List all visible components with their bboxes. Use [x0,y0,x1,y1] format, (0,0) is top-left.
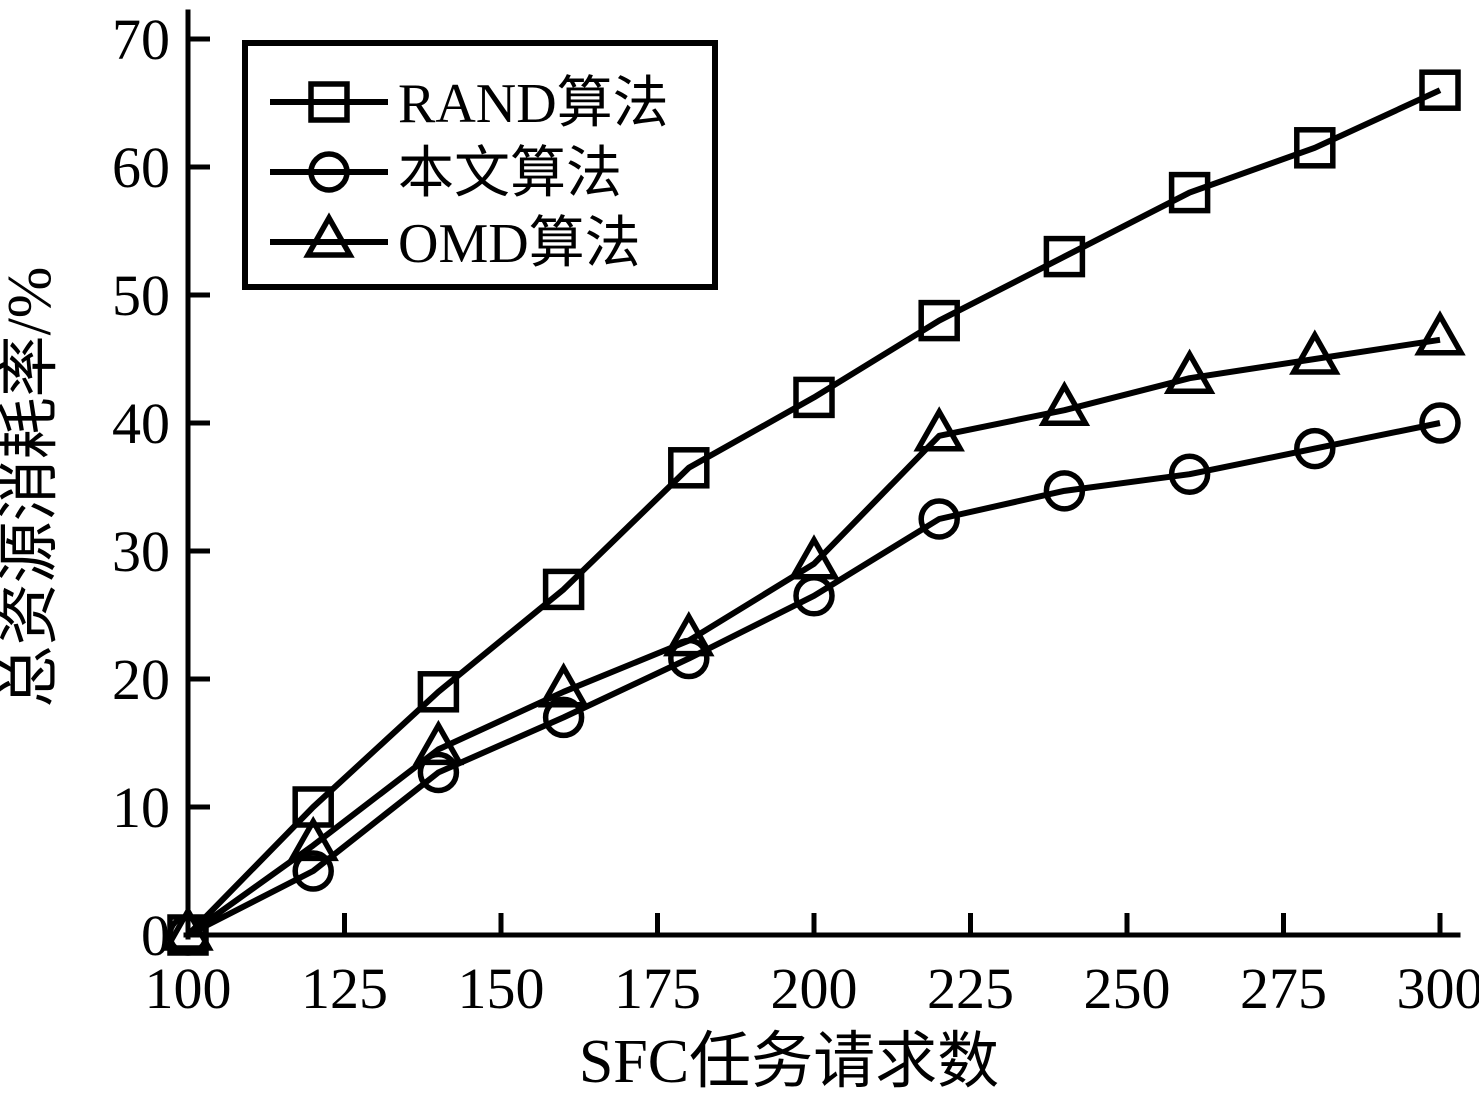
y-tick-label: 0 [141,903,170,968]
triangle-marker [537,662,590,708]
legend-label: 本文算法 [398,143,622,205]
x-tick-label: 100 [145,956,232,1021]
triangle-marker [788,534,840,580]
y-axis-title: 总资源消耗率/% [0,267,64,708]
triangle-marker [1414,310,1466,356]
y-tick-label: 40 [112,391,170,456]
legend-item: RAND算法 [270,73,669,135]
square-marker [542,568,585,611]
triangle-marker [913,406,965,452]
circle-marker [1168,453,1211,495]
x-tick-label: 150 [458,956,545,1021]
circle-marker [292,850,334,892]
triangle-marker [412,719,465,766]
series-line-square [185,87,1442,938]
legend-label: RAND算法 [398,73,669,135]
series-line-circle [186,420,1441,938]
axes: 100 125 150 175 200 225 250 275 300 0 10 20 30 40 50 60… [112,7,1479,1021]
y-tick-label: 50 [112,263,170,328]
y-tick-label: 10 [112,775,170,840]
triangle-marker [1163,348,1216,394]
x-tick-label: 225 [927,956,1014,1021]
x-tick-label: 200 [771,956,858,1021]
legend-item: OMD算法 [270,212,641,275]
triangle-marker [1289,329,1341,375]
square-marker [417,671,460,713]
x-tick-label: 250 [1084,956,1171,1021]
y-tick-label: 60 [112,135,170,200]
square-marker [308,81,350,123]
triangle-marker [162,905,214,951]
x-tick-label: 175 [614,956,701,1021]
data-series [162,69,1466,956]
circle-marker [308,151,350,193]
circle-marker [542,696,585,739]
circle-marker [1294,427,1336,470]
circle-marker [918,498,960,540]
y-tick-label: 70 [112,7,170,72]
circle-marker [417,751,460,794]
square-marker [668,447,710,489]
circle-marker [167,914,209,956]
square-marker [793,376,835,419]
circle-marker [1419,402,1461,444]
triangle-marker [663,611,715,657]
x-tick-label: 125 [301,956,388,1021]
y-tick-label: 20 [112,647,170,712]
triangle-marker [1038,380,1091,426]
square-marker [918,299,960,342]
circle-marker [1043,470,1086,512]
y-tick-label: 30 [112,519,170,584]
series-line-triangle [186,336,1441,938]
legend-item: 本文算法 [270,143,622,205]
x-tick-label: 300 [1397,956,1479,1021]
square-marker [1043,235,1086,278]
x-tick-label: 275 [1240,956,1327,1021]
x-axis-title: SFC任务请求数 [579,1028,999,1096]
triangle-marker [287,815,339,862]
legend-label: OMD算法 [398,213,641,275]
triangle-marker [303,212,355,258]
square-marker [1168,171,1211,214]
square-marker [1294,127,1336,169]
square-marker [1419,69,1461,111]
